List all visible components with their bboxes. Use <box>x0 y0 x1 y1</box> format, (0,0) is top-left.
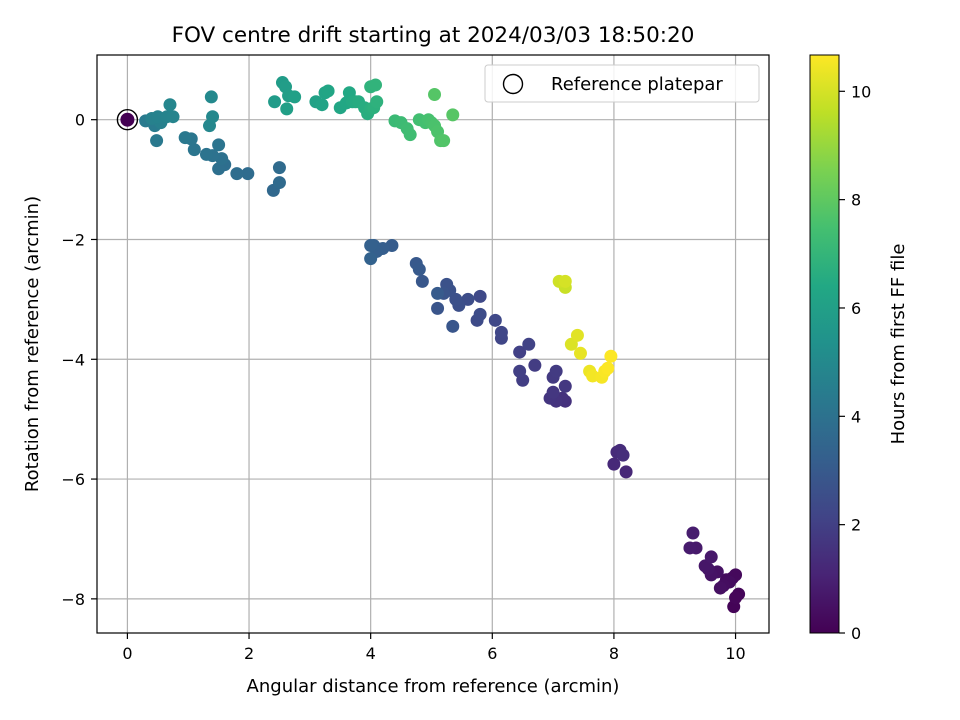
x-axis-label: Angular distance from reference (arcmin) <box>247 676 620 697</box>
data-point <box>431 286 445 300</box>
data-point <box>370 95 384 109</box>
data-point <box>513 364 527 378</box>
data-point <box>494 325 508 339</box>
data-point <box>729 591 743 605</box>
colorbar-ticks: 0 2 4 6 8 10 <box>839 82 871 643</box>
y-tick-label: −8 <box>61 590 85 609</box>
data-point <box>604 349 618 363</box>
data-point <box>403 128 417 142</box>
data-point <box>187 143 201 157</box>
data-point <box>558 379 572 393</box>
y-tick-label: −6 <box>61 470 85 489</box>
data-point <box>713 581 727 595</box>
x-axis-ticks: 0 2 4 6 8 10 <box>122 633 746 663</box>
data-point <box>570 328 584 342</box>
data-point <box>513 345 527 359</box>
data-point <box>166 110 180 124</box>
data-point <box>704 550 718 564</box>
data-point <box>446 319 460 333</box>
data-point <box>151 110 165 124</box>
legend-box <box>484 64 760 103</box>
data-point <box>212 138 226 152</box>
colorbar-label: Hours from first FF file <box>888 244 909 445</box>
data-point <box>206 110 220 124</box>
data-point <box>150 134 164 148</box>
data-point <box>437 134 451 148</box>
colorbar-tick-label: 10 <box>851 82 871 101</box>
data-point <box>473 307 487 321</box>
data-point <box>163 98 177 112</box>
data-point <box>431 301 445 315</box>
data-point <box>178 131 192 145</box>
x-tick-label: 4 <box>366 644 376 663</box>
y-axis-ticks: −8 −6 −4 −2 0 <box>61 111 97 609</box>
data-point <box>415 274 429 288</box>
data-point <box>315 98 329 112</box>
reference-ring <box>116 108 139 131</box>
data-point <box>288 90 302 104</box>
colorbar-tick-label: 8 <box>851 191 861 210</box>
legend: Reference platepar <box>484 64 760 103</box>
y-tick-label: −2 <box>61 230 85 249</box>
data-point <box>473 289 487 303</box>
data-point <box>601 361 615 375</box>
x-tick-label: 10 <box>725 644 745 663</box>
data-point <box>204 90 218 104</box>
y-tick-label: −4 <box>61 350 85 369</box>
colorbar-tick-label: 6 <box>851 299 861 318</box>
data-point <box>369 78 383 92</box>
y-tick-label: 0 <box>75 111 85 130</box>
data-point <box>268 95 282 109</box>
legend-entry-reference: Reference platepar <box>551 74 723 95</box>
x-tick-label: 0 <box>122 644 132 663</box>
data-point <box>364 252 378 266</box>
data-point <box>230 167 244 181</box>
data-point <box>212 162 226 176</box>
data-points <box>139 76 746 614</box>
colorbar-tick-label: 4 <box>851 407 861 426</box>
data-point <box>446 108 460 122</box>
data-point <box>573 346 587 360</box>
data-point <box>364 238 378 252</box>
data-point <box>272 161 286 175</box>
data-point <box>607 457 621 471</box>
y-axis-label: Rotation from reference (arcmin) <box>22 196 43 492</box>
reference-point <box>120 112 135 127</box>
data-point <box>558 274 572 288</box>
chart-title: FOV centre drift starting at 2024/03/03 … <box>172 23 695 48</box>
data-point <box>546 385 560 399</box>
data-point <box>522 337 536 351</box>
data-point <box>549 364 563 378</box>
legend-marker-icon <box>502 73 524 95</box>
reference-marker <box>116 108 139 131</box>
data-point <box>686 526 700 540</box>
colorbar-tick-label: 2 <box>851 516 861 535</box>
data-point <box>528 358 542 372</box>
data-point <box>488 313 502 327</box>
data-point <box>616 448 630 462</box>
grid <box>97 55 769 633</box>
data-point <box>321 84 335 98</box>
data-point <box>412 262 426 276</box>
colorbar: 0 2 4 6 8 10 Hours from first FF file <box>809 54 909 643</box>
x-tick-label: 6 <box>487 644 497 663</box>
x-tick-label: 2 <box>244 644 254 663</box>
colorbar-tick-label: 0 <box>851 624 861 643</box>
x-tick-label: 8 <box>609 644 619 663</box>
data-point <box>428 88 442 102</box>
data-point <box>683 541 697 555</box>
data-point <box>241 167 255 181</box>
plot-frame <box>96 54 770 634</box>
colorbar-gradient <box>809 54 840 634</box>
data-point <box>199 147 213 161</box>
data-point <box>619 465 633 479</box>
data-point <box>280 102 294 116</box>
data-point <box>272 176 286 190</box>
